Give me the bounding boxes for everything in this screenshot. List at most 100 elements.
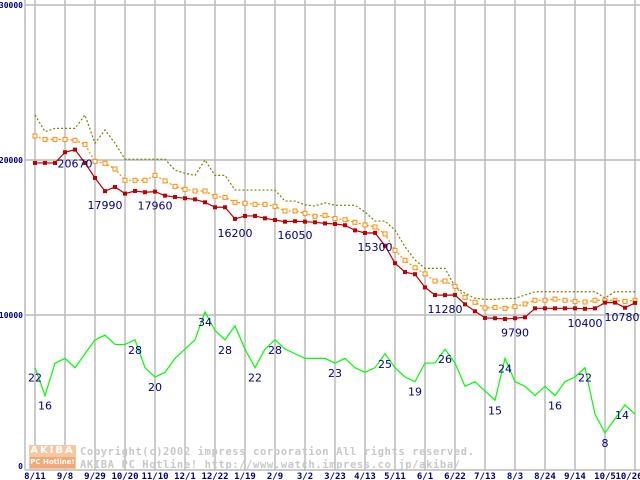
point-average <box>112 166 118 172</box>
point-average <box>82 141 88 147</box>
point-min <box>513 316 517 321</box>
point-average <box>302 210 308 216</box>
point-average <box>242 200 248 206</box>
point-min <box>83 160 87 165</box>
x-tick-label: 8/24 <box>534 472 556 480</box>
x-tick-label: 7/13 <box>474 472 496 480</box>
point-average <box>452 283 458 289</box>
point-average <box>232 199 238 205</box>
point-min <box>93 175 97 180</box>
point-min <box>403 270 407 275</box>
logo-top: AKIBA <box>30 445 75 456</box>
point-min <box>43 160 47 165</box>
point-average <box>292 208 298 214</box>
point-min <box>323 221 327 226</box>
point-min <box>183 196 187 201</box>
point-average <box>312 213 318 219</box>
x-tick-label: 6/22 <box>444 472 466 480</box>
point-average <box>102 160 108 166</box>
point-average <box>322 212 328 218</box>
data-label-count: 16 <box>38 400 52 413</box>
x-tick-label: 5/11 <box>384 472 406 480</box>
point-min <box>133 189 137 193</box>
y-tick-label: 0 <box>18 462 23 471</box>
data-label-min: 10780 <box>605 311 640 324</box>
point-average <box>542 297 548 303</box>
point-average <box>182 186 188 192</box>
point-average <box>422 271 428 277</box>
copyright-text: Copyright(c)2002 impress corporation All… <box>80 446 475 458</box>
data-label-count: 28 <box>128 344 142 357</box>
point-min <box>293 219 297 224</box>
y-tick-label: 30000 <box>0 1 23 10</box>
point-average <box>62 136 68 142</box>
data-label-count: 23 <box>328 367 342 380</box>
data-label-count: 8 <box>602 437 609 450</box>
point-min <box>313 220 317 225</box>
data-label-count: 15 <box>488 404 502 417</box>
point-min <box>213 205 217 210</box>
data-label-count: 22 <box>28 372 42 385</box>
point-min <box>603 300 607 305</box>
point-average <box>352 219 358 225</box>
point-average <box>412 265 418 271</box>
point-average <box>442 278 448 284</box>
point-min <box>583 306 587 311</box>
point-average <box>382 231 388 237</box>
x-tick-label: 11/10 <box>141 472 168 480</box>
point-min <box>303 219 307 224</box>
data-label-min: 9790 <box>501 326 529 339</box>
point-min <box>253 213 257 218</box>
data-label-min: 17960 <box>138 200 173 213</box>
series-average <box>32 133 638 311</box>
point-average <box>362 222 368 228</box>
point-min <box>53 160 57 165</box>
point-min <box>613 300 617 305</box>
point-average <box>262 201 268 207</box>
point-average <box>402 257 408 263</box>
point-min <box>333 222 337 227</box>
y-tick-label: 20000 <box>0 156 23 165</box>
point-min <box>143 190 147 195</box>
point-average <box>222 194 228 200</box>
point-average <box>272 203 278 209</box>
point-min <box>553 306 557 311</box>
akiba-logo: AKIBA PC Hotline! <box>29 445 76 469</box>
point-average <box>512 304 518 310</box>
point-min <box>413 272 417 277</box>
point-min <box>153 189 157 194</box>
point-min <box>173 195 177 200</box>
x-tick-label: 9/8 <box>57 472 73 480</box>
point-min <box>593 306 597 311</box>
data-label-count: 24 <box>498 362 512 375</box>
point-min <box>233 216 237 221</box>
point-average <box>142 177 148 183</box>
point-average <box>92 158 98 164</box>
point-average <box>552 296 558 302</box>
point-min <box>283 219 287 224</box>
point-average <box>132 177 138 183</box>
point-min <box>103 189 107 194</box>
x-tick-label: 10/20 <box>111 472 138 480</box>
point-average <box>332 216 338 222</box>
point-average <box>282 208 288 214</box>
point-min <box>563 306 567 311</box>
point-average <box>572 298 578 304</box>
data-label-count: 28 <box>268 344 282 357</box>
point-min <box>483 315 487 320</box>
data-label-min: 16200 <box>218 227 253 240</box>
point-min <box>623 305 627 310</box>
point-min <box>633 300 637 305</box>
x-tick-label: 4/13 <box>354 472 376 480</box>
x-tick-label: 6/1 <box>417 472 433 480</box>
point-min <box>453 293 457 298</box>
line-count <box>34 310 636 434</box>
y-tick-label: 10000 <box>0 311 23 320</box>
point-average <box>622 298 628 304</box>
series-layer <box>32 113 638 434</box>
point-min <box>113 184 117 189</box>
point-min <box>533 306 537 311</box>
data-label-count: 19 <box>408 386 422 399</box>
point-min <box>433 293 437 298</box>
point-min <box>33 160 37 165</box>
